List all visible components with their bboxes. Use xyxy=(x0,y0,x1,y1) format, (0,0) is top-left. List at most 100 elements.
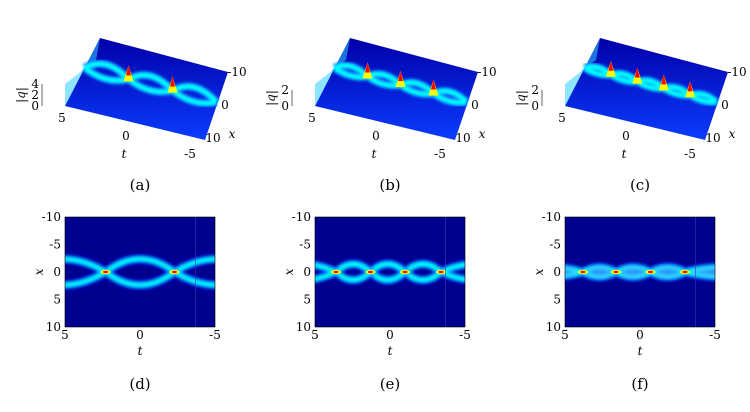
x-tick-label: 10 xyxy=(705,131,720,145)
y-axis-label: x xyxy=(282,268,296,275)
panel-caption: (a) xyxy=(129,176,151,194)
x-axis-label: t xyxy=(638,344,643,358)
panel-caption: (c) xyxy=(629,176,651,194)
soliton-peak-core xyxy=(608,60,614,71)
x-tick-label: 5 xyxy=(561,328,569,342)
panel-d-density-plot: -10 -5 0 5 10 5 0 -5 x t (d) xyxy=(0,205,250,412)
collision-peak-core xyxy=(368,270,373,274)
panel-caption: (d) xyxy=(129,375,151,393)
surface-side xyxy=(315,38,350,106)
t-axis-label: t xyxy=(622,147,627,161)
t-tick-label: -5 xyxy=(434,147,446,161)
surface-side xyxy=(565,38,600,106)
y-axis-label: x xyxy=(532,268,546,275)
x-tick-label: -10 xyxy=(477,65,496,79)
plot-frame xyxy=(64,216,216,328)
y-tick-label: 0 xyxy=(303,265,311,279)
collision-peak-core xyxy=(438,270,444,274)
panel-e-density-plot: -10 -5 0 5 10 5 0 -5 x t (e) xyxy=(250,205,500,412)
y-tick-label: -5 xyxy=(549,238,561,252)
t-tick-label: -5 xyxy=(684,147,696,161)
z-tick-label: 4 xyxy=(31,77,39,91)
t-tick-label: 0 xyxy=(122,129,130,143)
y-tick-label: 10 xyxy=(296,320,311,334)
x-tick-label: -10 xyxy=(227,65,246,79)
panel-f-density-plot: -10 -5 0 5 10 5 0 -5 x t (f) xyxy=(500,205,750,412)
soliton-peak-core xyxy=(661,74,667,85)
z-axis-label: |q| xyxy=(514,90,528,106)
soliton-peak-core xyxy=(365,62,370,73)
y-tick-label: 10 xyxy=(46,320,61,334)
t-tick-label: 5 xyxy=(558,111,566,125)
z-tick-label: 0 xyxy=(531,99,539,113)
soliton-peak-core xyxy=(634,67,640,78)
x-tick-label: 0 xyxy=(386,328,394,342)
t-tick-label: 5 xyxy=(308,111,316,125)
t-tick-label: 5 xyxy=(58,111,66,125)
panel-caption: (b) xyxy=(379,176,401,194)
t-axis-label: t xyxy=(122,147,127,161)
soliton-peak-core xyxy=(687,81,693,92)
panel-caption: (e) xyxy=(379,375,401,393)
x-tick-label: -5 xyxy=(209,328,221,342)
x-tick-label: -10 xyxy=(727,65,746,79)
collision-peak-core xyxy=(682,270,688,274)
y-tick-label: -10 xyxy=(292,210,311,224)
x-axis-label: x xyxy=(229,127,236,141)
t-tick-label: -5 xyxy=(184,147,196,161)
soliton-peak-core xyxy=(431,79,436,90)
x-tick-label: 5 xyxy=(61,328,69,342)
y-tick-label: 5 xyxy=(553,293,561,307)
soliton-peak-core xyxy=(398,71,403,81)
x-axis-label: t xyxy=(388,344,393,358)
x-tick-label: -5 xyxy=(459,328,471,342)
plot-frame xyxy=(314,216,466,328)
surface-side xyxy=(65,38,100,106)
panel-a-3d-surface: 4 2 0 |q| 5 0 -5 t -10 0 10 x (a) xyxy=(0,0,250,205)
y-tick-label: -10 xyxy=(542,210,561,224)
x-tick-label: 10 xyxy=(455,131,470,145)
collision-peak-core xyxy=(333,270,339,274)
collision-peak-core xyxy=(648,270,653,274)
t-axis-label: t xyxy=(372,147,377,161)
x-tick-label: 5 xyxy=(311,328,319,342)
x-tick-label: 0 xyxy=(721,98,729,112)
y-tick-label: -5 xyxy=(299,238,311,252)
x-tick-label: 0 xyxy=(636,328,644,342)
x-tick-label: 0 xyxy=(471,98,479,112)
x-tick-label: 10 xyxy=(205,131,220,145)
y-axis-label: x xyxy=(32,268,46,275)
collision-peak-core xyxy=(613,270,619,274)
y-tick-label: 0 xyxy=(53,265,61,279)
z-tick-label: 2 xyxy=(31,88,39,102)
panel-caption: (f) xyxy=(631,375,649,393)
x-axis-label: x xyxy=(479,127,486,141)
z-tick-label: 0 xyxy=(281,99,289,113)
x-tick-label: 0 xyxy=(136,328,144,342)
x-axis-label: t xyxy=(138,344,143,358)
x-tick-label: -5 xyxy=(709,328,721,342)
t-tick-label: 0 xyxy=(622,129,630,143)
z-axis-label: |q| xyxy=(14,87,28,103)
z-tick-label: 2 xyxy=(531,83,539,97)
z-tick-label: 2 xyxy=(281,83,289,97)
y-tick-label: 10 xyxy=(546,320,561,334)
soliton-peak-core xyxy=(126,65,131,76)
collision-peak-core xyxy=(103,270,108,274)
z-axis-label: |q| xyxy=(264,90,278,106)
y-tick-label: -10 xyxy=(42,210,61,224)
collision-peak-core xyxy=(580,270,586,274)
x-axis-label: x xyxy=(729,127,736,141)
y-tick-label: 5 xyxy=(303,293,311,307)
plot-frame xyxy=(564,216,716,328)
panel-b-3d-surface: 2 0 |q| 5 0 -5 t -10 0 10 x (b) xyxy=(250,0,500,205)
y-tick-label: 5 xyxy=(53,293,61,307)
y-tick-label: 0 xyxy=(553,265,561,279)
z-tick-label: 0 xyxy=(31,99,39,113)
soliton-peak-core xyxy=(170,76,175,87)
t-tick-label: 0 xyxy=(372,129,380,143)
plot-background xyxy=(65,217,215,327)
panel-c-3d-surface: 2 0 |q| 5 0 -5 t -10 0 10 x (c) xyxy=(500,0,750,205)
collision-peak-core xyxy=(172,270,177,274)
collision-peak-core xyxy=(402,270,408,274)
